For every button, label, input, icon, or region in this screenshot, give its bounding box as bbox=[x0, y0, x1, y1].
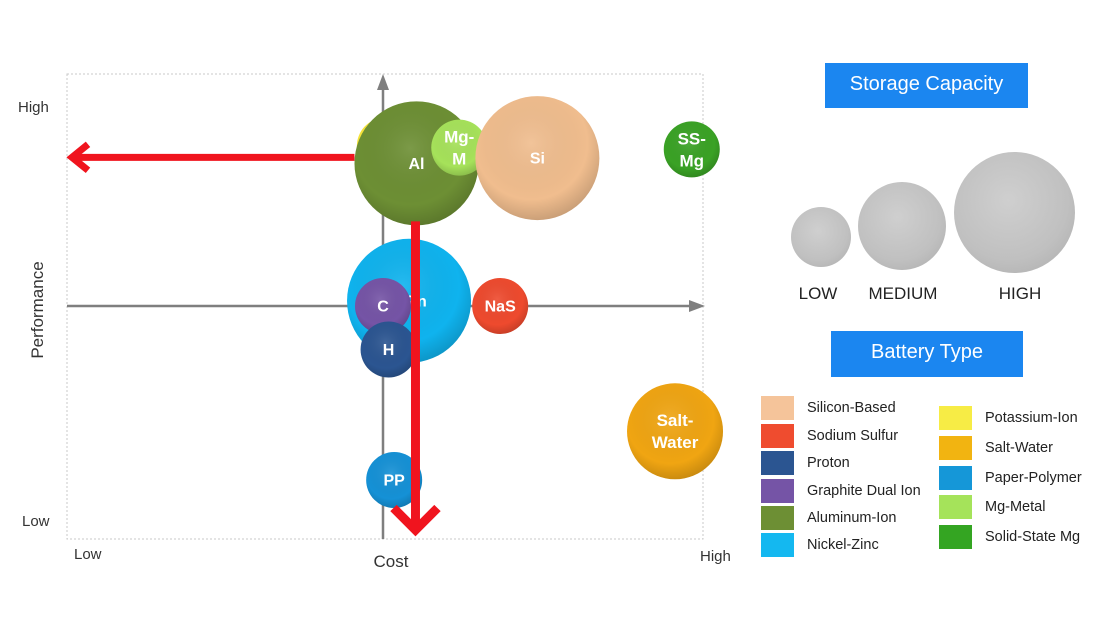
bubble-shading bbox=[431, 119, 488, 176]
bubble-solid-state-mg: SS-Mg bbox=[663, 121, 720, 178]
legend-swatch bbox=[939, 406, 972, 430]
legend-label: Aluminum-Ion bbox=[807, 510, 897, 526]
bubble-shading bbox=[475, 96, 600, 221]
legend-label: Paper-Polymer bbox=[985, 470, 1082, 486]
x-axis-arrowhead bbox=[689, 300, 705, 312]
legend-swatch bbox=[761, 396, 794, 420]
x-axis-label: Cost bbox=[374, 552, 409, 571]
bubble-shading bbox=[663, 121, 720, 178]
bubble-shading bbox=[360, 321, 417, 378]
bubble-label: H bbox=[383, 342, 395, 359]
legend-label: Salt-Water bbox=[985, 440, 1053, 456]
bubble-label: NaS bbox=[485, 299, 516, 316]
y-axis-label: Performance bbox=[28, 261, 47, 358]
legend-swatch bbox=[761, 451, 794, 475]
arrows-layer bbox=[66, 141, 441, 537]
x-tick-high: High bbox=[700, 548, 731, 565]
bubble-label: SS-Mg bbox=[678, 129, 706, 170]
legend-item: Salt-Water bbox=[939, 436, 1053, 460]
legend-item: Solid-State Mg bbox=[939, 525, 1080, 549]
capacity-high-circle bbox=[954, 152, 1075, 273]
legend-label: Solid-State Mg bbox=[985, 529, 1081, 545]
capacity-high-label: HIGH bbox=[998, 284, 1042, 303]
bubble-label: Salt-Water bbox=[652, 411, 699, 452]
y-tick-low: Low bbox=[22, 513, 50, 530]
legend-item: Potassium-Ion bbox=[939, 406, 1078, 430]
bubble-salt-water: Salt-Water bbox=[627, 383, 724, 480]
legend-item: Aluminum-Ion bbox=[761, 506, 896, 530]
legend-item: Graphite Dual Ion bbox=[761, 479, 921, 503]
legend-label: Silicon-Based bbox=[807, 400, 896, 416]
storage-capacity-title: Storage Capacity bbox=[825, 63, 1028, 108]
bubble-graphite-dual-ion: C bbox=[355, 278, 411, 334]
bubble-sodium-sulfur: NaS bbox=[472, 278, 529, 334]
legend-swatch bbox=[939, 466, 972, 490]
legend-item: Mg-Metal bbox=[939, 495, 1045, 519]
capacity-medium-circle bbox=[858, 182, 946, 270]
y-axis-arrowhead bbox=[377, 74, 389, 90]
legend-swatch bbox=[939, 436, 972, 460]
legend-item: Silicon-Based bbox=[761, 396, 896, 420]
legend-item: Nickel-Zinc bbox=[761, 533, 879, 557]
legend-label: Nickel-Zinc bbox=[807, 537, 879, 553]
legend-swatch bbox=[761, 479, 794, 503]
capacity-low-circle bbox=[791, 207, 851, 267]
legend-item: Proton bbox=[761, 451, 850, 475]
legend-swatch bbox=[939, 525, 972, 549]
y-tick-high: High bbox=[18, 99, 49, 116]
bubble-paper-polymer: PP bbox=[366, 452, 423, 508]
x-tick-low: Low bbox=[74, 546, 102, 563]
bubble-shading bbox=[355, 278, 411, 334]
legend-label: Mg-Metal bbox=[985, 499, 1046, 515]
legend-swatch bbox=[761, 424, 794, 448]
bubble-proton: H bbox=[360, 321, 417, 378]
arrow-left-head bbox=[66, 141, 91, 174]
legend-swatch bbox=[761, 533, 794, 557]
bubble-label: Si bbox=[530, 151, 545, 168]
legend-swatch bbox=[761, 506, 794, 530]
battery-type-title: Battery Type bbox=[831, 331, 1023, 377]
bubble-mg-metal: Mg-M bbox=[431, 119, 488, 176]
bubble-label: Al bbox=[408, 156, 424, 173]
capacity-medium-label: MEDIUM bbox=[868, 284, 938, 303]
legend-swatch bbox=[939, 495, 972, 519]
bubble-label: PP bbox=[383, 473, 405, 490]
bubble-shading bbox=[472, 278, 529, 334]
legend-label: Graphite Dual Ion bbox=[807, 483, 921, 499]
bubble-silicon-based: Si bbox=[475, 96, 600, 221]
arrow-down-head bbox=[390, 504, 441, 537]
legend-item: Sodium Sulfur bbox=[761, 424, 898, 448]
legend-label: Potassium-Ion bbox=[985, 410, 1078, 426]
bubble-shading bbox=[627, 383, 724, 480]
bubble-label: C bbox=[377, 299, 389, 316]
bubble-label: Mg-M bbox=[444, 128, 474, 169]
capacity-low-label: LOW bbox=[798, 284, 838, 303]
bubble-shading bbox=[366, 452, 423, 508]
legend-label: Proton bbox=[807, 455, 850, 471]
legend-label: Sodium Sulfur bbox=[807, 428, 899, 444]
legend-item: Paper-Polymer bbox=[939, 466, 1082, 490]
